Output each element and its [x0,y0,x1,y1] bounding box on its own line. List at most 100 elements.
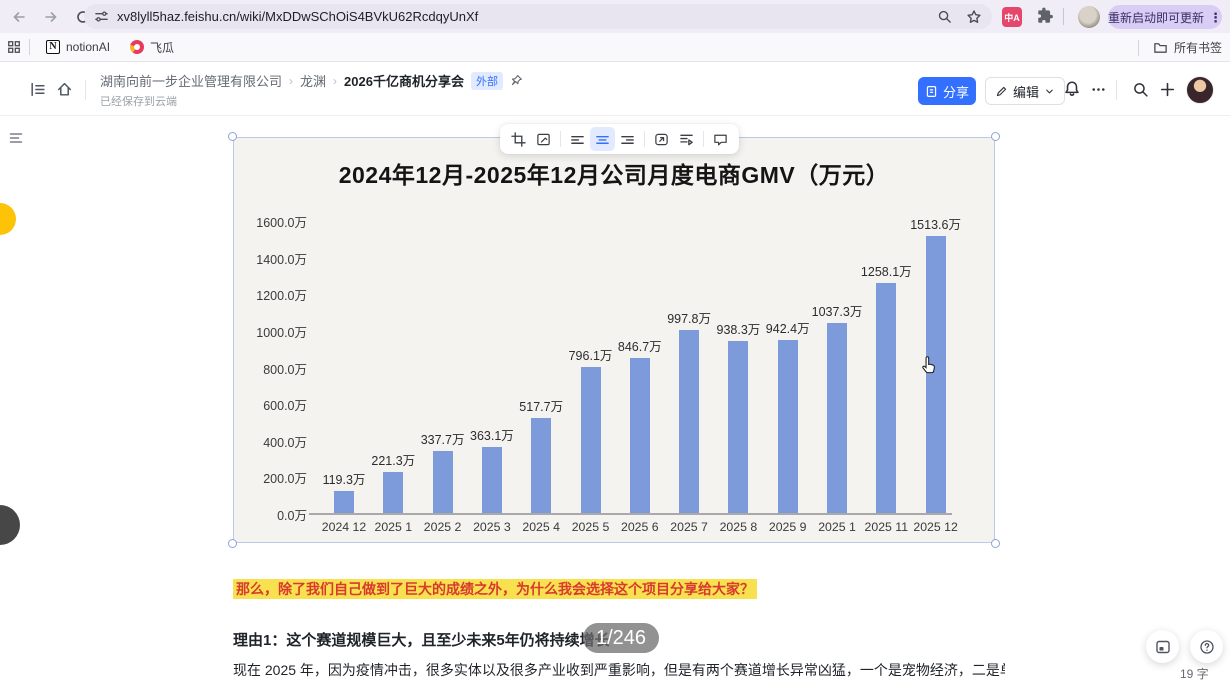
all-bookmarks-label: 所有书签 [1173,41,1222,55]
x-axis-tick-label: 2025 4 [522,520,560,534]
browser-profile-avatar[interactable] [1078,6,1100,28]
yellow-float-button[interactable] [0,203,16,235]
bookmarks-bar: N notionAI 飞瓜 所有书签 [0,33,1230,62]
pin-icon[interactable] [510,74,523,87]
help-button[interactable] [1190,630,1223,663]
y-axis-tick-label: 200.0万 [263,472,307,487]
align-center-icon[interactable] [590,127,615,151]
url-text[interactable]: xv8lyll5haz.feishu.cn/wiki/MxDDwSChOiS4B… [117,9,479,24]
notifications-bell-icon[interactable] [1062,79,1082,99]
divider [560,131,561,147]
apps-grid-icon[interactable] [7,40,21,54]
forward-icon[interactable] [38,4,64,30]
bar [728,341,749,513]
edit-button[interactable]: 编辑 [985,77,1066,105]
bar [334,491,354,513]
x-axis-tick-label: 2025 11 [864,520,909,534]
bar [481,446,502,513]
bar [679,330,700,513]
share-label: 分享 [942,84,969,100]
bookmark-notionai[interactable]: N notionAI [46,40,110,54]
resize-handle-bottom-left[interactable] [228,539,237,548]
doc-canvas: 2024年12月-2025年12月公司月度电商GMV（万元） 1600.0万 14… [0,116,1230,680]
x-axis-tick-label: 2025 12 [913,520,958,534]
user-avatar[interactable] [1186,76,1214,104]
bar [432,451,453,513]
record-icon [1155,640,1170,653]
create-plus-icon[interactable] [1157,79,1177,99]
more-icon[interactable] [1088,79,1108,99]
comment-icon[interactable] [708,127,733,151]
align-left-icon[interactable] [565,127,590,151]
divider [29,39,30,55]
reason-heading: 理由1：这个赛道规模巨大，且至少未来5年仍将持续增长 [233,632,610,649]
outline-menu-icon[interactable] [6,128,26,148]
address-bar[interactable]: xv8lyll5haz.feishu.cn/wiki/MxDDwSChOiS4B… [84,4,992,29]
bookmark-label: 飞瓜 [150,40,175,55]
bookmark-star-icon[interactable] [966,9,982,25]
breadcrumb-item[interactable]: 龙渊 [300,74,327,89]
image-toolbar [500,124,739,154]
breadcrumb-item-current[interactable]: 2026千亿商机分享会 [344,74,464,89]
highlighted-question-text: 那么，除了我们自己做到了巨大的成绩之外，为什么我会选择这个项目分享给大家？ [233,579,757,599]
breadcrumb-separator: › [289,73,294,88]
chart-image[interactable]: 2024年12月-2025年12月公司月度电商GMV（万元） 1600.0万 14… [228,132,1000,548]
divider [85,80,86,100]
notion-icon: N [46,40,60,54]
bar [925,235,946,513]
dark-float-button[interactable] [0,505,20,545]
restart-update-label: 重新启动即可更新 [1108,10,1205,25]
resize-handle-top-right[interactable] [991,132,1000,141]
record-button[interactable] [1146,630,1179,663]
rename-icon[interactable] [531,127,556,151]
zoom-icon[interactable] [937,9,952,24]
word-count: 19 字 [1180,667,1209,680]
browser-menu-icon[interactable]: ⋮ [1209,9,1222,25]
bar-value-label: 337.7万 [420,433,465,448]
y-axis-tick-label: 400.0万 [263,435,307,450]
chart-plot: 1600.0万 1400.0万 1200.0万 1000.0万 800.0万 600.0万… [234,138,994,542]
bar [629,357,650,513]
breadcrumb-item[interactable]: 湖南向前一步企业管理有限公司 [100,74,283,89]
resize-handle-top-left[interactable] [228,132,237,141]
bar [383,472,404,513]
bar [531,418,552,513]
bar-value-label: 942.4万 [765,322,810,337]
bar [580,367,601,513]
x-axis-tick-label: 2025 6 [620,520,659,534]
share-button[interactable]: 分享 [918,77,976,105]
search-icon[interactable] [1130,79,1150,99]
copy-link-icon[interactable] [649,127,674,151]
restart-update-button[interactable]: 重新启动即可更新 ⋮ [1108,5,1222,29]
extensions-icon[interactable] [1036,7,1054,25]
bar [777,340,798,513]
crop-icon[interactable] [506,127,531,151]
bar-value-label: 363.1万 [470,428,514,443]
resize-handle-bottom-right[interactable] [991,539,1000,548]
bar-value-label: 1037.3万 [811,305,863,320]
bar-value-label: 119.3万 [322,473,366,488]
doc-tree-icon[interactable] [27,79,47,99]
breadcrumb-separator: › [333,73,338,88]
back-icon[interactable] [6,4,32,30]
bookmark-feigua[interactable]: 飞瓜 [130,39,174,56]
home-icon[interactable] [54,79,74,99]
y-axis-tick-label: 1200.0万 [256,289,307,304]
folder-icon [1154,43,1167,53]
mouse-cursor-icon [918,355,939,376]
convert-icon[interactable] [674,127,699,151]
external-badge: 外部 [470,71,503,90]
divider [644,131,645,147]
bar-value-label: 1513.6万 [910,217,961,232]
all-bookmarks-button[interactable]: 所有书签 [1130,33,1222,62]
align-right-icon[interactable] [615,127,640,151]
translate-extension-icon[interactable]: 中A [1002,7,1022,27]
edit-label: 编辑 [1013,84,1040,100]
bar-value-label: 846.7万 [617,339,662,354]
x-axis-tick-label: 2025 1 [374,520,413,534]
chevron-down-icon [1046,89,1053,94]
pencil-icon [996,86,1007,96]
site-info-icon[interactable] [94,9,109,24]
y-axis-tick-label: 1600.0万 [256,216,307,230]
bar [827,323,847,513]
